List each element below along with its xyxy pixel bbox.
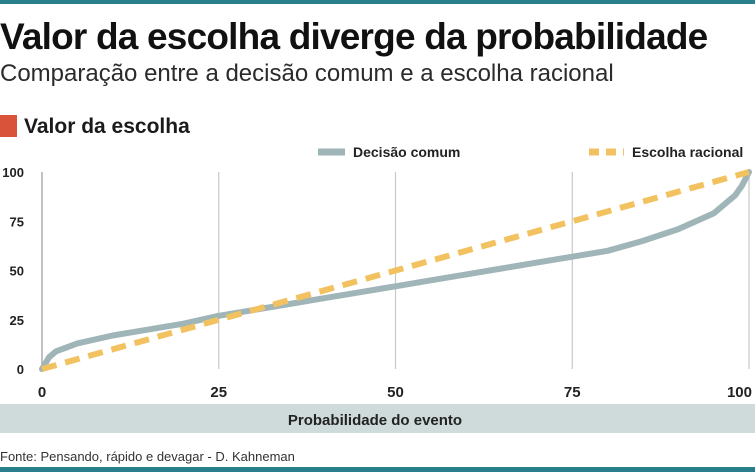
y-tick-label: 0 — [17, 362, 24, 377]
line-chart: 0 25 50 75 100 0 25 50 75 100 Probabilidade do eve… — [0, 144, 755, 433]
section-label: Valor da escolha — [24, 114, 190, 138]
x-tick-label: 25 — [210, 384, 227, 401]
y-tick-label: 50 — [10, 264, 24, 279]
y-tick-label: 25 — [10, 313, 24, 328]
source-note: Fonte: Pensando, rápido e devagar - D. K… — [0, 449, 295, 464]
x-tick-label: 50 — [387, 384, 404, 401]
y-tick-label: 100 — [2, 165, 24, 180]
chart-title: Valor da escolha diverge da probabilidad… — [0, 16, 708, 57]
series-layer — [39, 169, 752, 372]
legend-label: Decisão comum — [353, 144, 460, 160]
x-axis-label: Probabilidade do evento — [288, 412, 462, 429]
section-marker — [0, 115, 17, 137]
x-tick-label: 100 — [727, 384, 752, 401]
series-line-decisao-comum — [39, 169, 752, 372]
y-tick-label: 75 — [10, 214, 24, 229]
legend-item-escolha-racional: Escolha racional — [589, 144, 743, 160]
x-axis-band — [0, 404, 755, 433]
x-tick-label: 0 — [38, 384, 46, 401]
legend-item-decisao-comum: Decisão comum — [318, 144, 460, 160]
axis-layer: 0 25 50 75 100 0 25 50 75 100 Probabilidade do eve… — [0, 165, 755, 433]
chart-subtitle: Comparação entre a decisão comum e a esc… — [0, 60, 614, 87]
x-tick-label: 75 — [564, 384, 581, 401]
legend-label: Escolha racional — [632, 144, 743, 160]
bottom-rule — [0, 467, 755, 472]
top-rule — [0, 0, 755, 4]
grid-layer — [41, 172, 750, 369]
series-line-escolha-racional — [41, 169, 750, 372]
legend: Decisão comum Escolha racional — [318, 144, 743, 160]
section-header: Valor da escolha — [0, 114, 190, 138]
